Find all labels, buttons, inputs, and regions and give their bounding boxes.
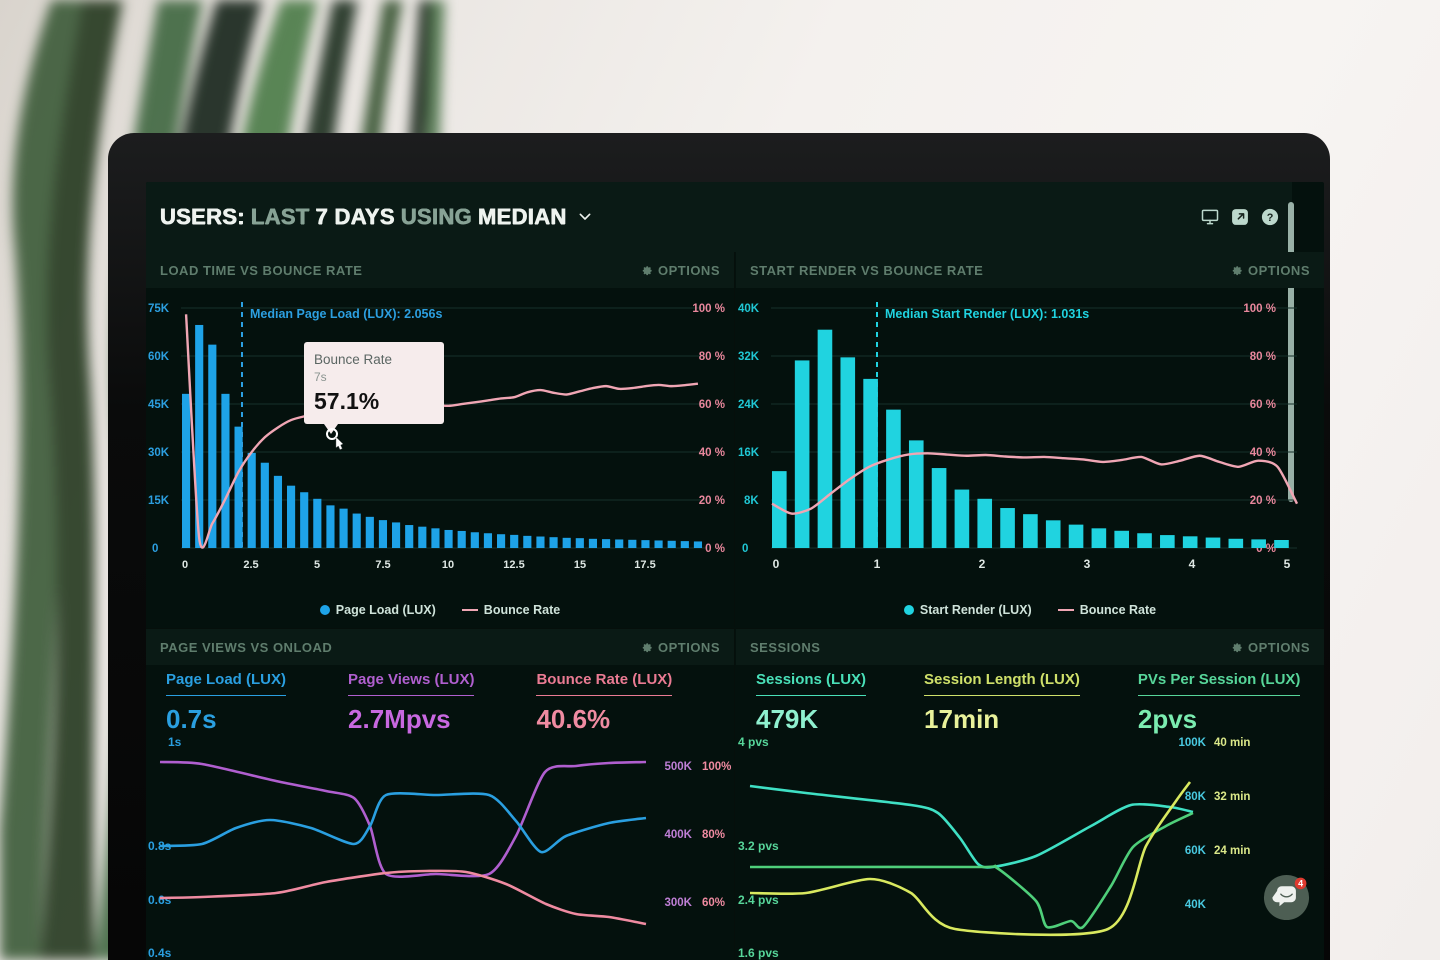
svg-text:0.6s: 0.6s bbox=[148, 893, 172, 907]
svg-text:7s: 7s bbox=[314, 370, 327, 384]
svg-text:4 pvs: 4 pvs bbox=[738, 736, 769, 749]
svg-text:0: 0 bbox=[152, 543, 158, 555]
svg-text:8K: 8K bbox=[744, 495, 759, 507]
svg-text:12.5: 12.5 bbox=[503, 559, 524, 571]
svg-text:80 %: 80 % bbox=[699, 351, 725, 363]
svg-text:15: 15 bbox=[574, 559, 586, 571]
svg-text:40 %: 40 % bbox=[699, 447, 725, 459]
svg-text:5: 5 bbox=[314, 559, 320, 571]
svg-text:1: 1 bbox=[874, 557, 881, 571]
svg-text:60 %: 60 % bbox=[699, 399, 725, 411]
svg-text:20 %: 20 % bbox=[1250, 495, 1276, 507]
svg-text:32 min: 32 min bbox=[1214, 791, 1250, 803]
svg-text:300K: 300K bbox=[665, 897, 693, 909]
svg-text:60K: 60K bbox=[1185, 845, 1207, 857]
svg-text:40K: 40K bbox=[1185, 899, 1207, 911]
svg-text:1s: 1s bbox=[168, 736, 182, 749]
svg-text:80 %: 80 % bbox=[1250, 351, 1276, 363]
svg-text:Median Start Render (LUX): 1.0: Median Start Render (LUX): 1.031s bbox=[885, 307, 1089, 321]
svg-text:100%: 100% bbox=[702, 761, 731, 773]
svg-text:?: ? bbox=[1267, 212, 1274, 224]
svg-text:100 %: 100 % bbox=[1243, 303, 1276, 315]
svg-text:0 %: 0 % bbox=[705, 543, 725, 555]
svg-text:32K: 32K bbox=[738, 351, 760, 363]
svg-text:0: 0 bbox=[742, 543, 748, 555]
svg-text:2.4 pvs: 2.4 pvs bbox=[738, 893, 779, 907]
svg-text:17.5: 17.5 bbox=[634, 559, 655, 571]
svg-text:400K: 400K bbox=[665, 829, 693, 841]
svg-text:3: 3 bbox=[1084, 557, 1091, 571]
svg-text:40 min: 40 min bbox=[1214, 737, 1250, 749]
svg-text:30K: 30K bbox=[148, 447, 170, 459]
svg-text:2.5: 2.5 bbox=[243, 559, 258, 571]
svg-text:0: 0 bbox=[182, 559, 188, 571]
svg-text:100K: 100K bbox=[1179, 737, 1207, 749]
svg-text:24 min: 24 min bbox=[1214, 845, 1250, 857]
svg-text:2: 2 bbox=[979, 557, 986, 571]
svg-text:45K: 45K bbox=[148, 399, 170, 411]
svg-text:500K: 500K bbox=[665, 761, 693, 773]
svg-text:Median Page Load (LUX): 2.056s: Median Page Load (LUX): 2.056s bbox=[250, 307, 442, 321]
svg-text:80K: 80K bbox=[1185, 791, 1207, 803]
svg-text:60 %: 60 % bbox=[1250, 399, 1276, 411]
svg-text:80%: 80% bbox=[702, 829, 725, 841]
svg-text:7.5: 7.5 bbox=[375, 559, 390, 571]
svg-text:5: 5 bbox=[1284, 557, 1291, 571]
svg-text:Bounce Rate: Bounce Rate bbox=[314, 352, 392, 367]
svg-text:40K: 40K bbox=[738, 303, 760, 315]
svg-text:4: 4 bbox=[1189, 557, 1196, 571]
svg-text:15K: 15K bbox=[148, 495, 170, 507]
svg-text:60%: 60% bbox=[702, 897, 725, 909]
svg-text:100 %: 100 % bbox=[692, 303, 725, 315]
svg-text:1.6 pvs: 1.6 pvs bbox=[738, 946, 779, 960]
svg-text:3.2 pvs: 3.2 pvs bbox=[738, 839, 779, 853]
svg-text:4: 4 bbox=[1298, 879, 1303, 889]
svg-text:0: 0 bbox=[773, 557, 780, 571]
svg-text:40 %: 40 % bbox=[1250, 447, 1276, 459]
svg-text:20 %: 20 % bbox=[699, 495, 725, 507]
svg-text:60K: 60K bbox=[148, 351, 170, 363]
svg-text:24K: 24K bbox=[738, 399, 760, 411]
svg-text:0.4s: 0.4s bbox=[148, 946, 172, 960]
svg-text:10: 10 bbox=[442, 559, 454, 571]
svg-text:57.1%: 57.1% bbox=[314, 388, 379, 414]
svg-text:75K: 75K bbox=[148, 303, 170, 315]
svg-text:16K: 16K bbox=[738, 447, 760, 459]
